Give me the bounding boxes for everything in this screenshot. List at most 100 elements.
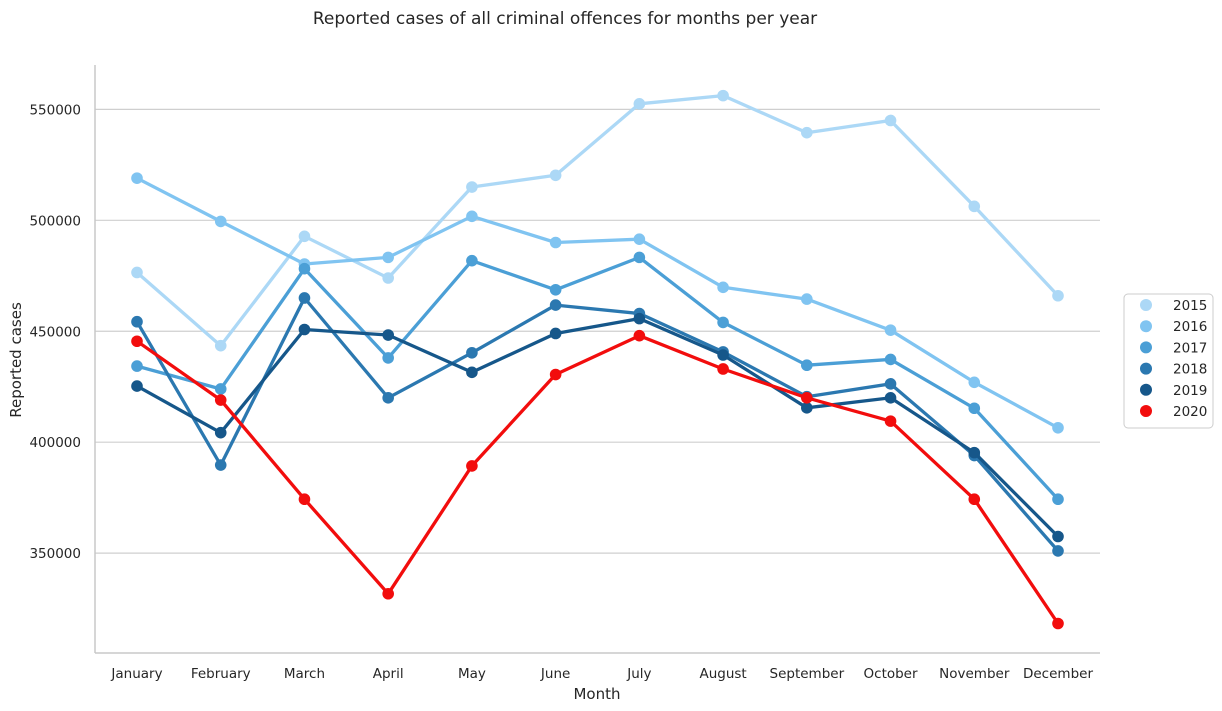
data-point (717, 89, 729, 102)
data-point (549, 368, 562, 381)
chart-title: Reported cases of all criminal offences … (313, 9, 817, 29)
data-point (382, 392, 394, 404)
data-point (633, 329, 646, 342)
data-point (801, 392, 813, 404)
data-point (968, 200, 981, 213)
series-lines (131, 89, 1064, 630)
data-point (466, 210, 478, 223)
data-point (382, 329, 394, 341)
x-tick-label: March (284, 666, 325, 682)
legend-marker (1140, 299, 1152, 311)
data-point (717, 316, 729, 329)
x-tick-label: August (699, 666, 746, 682)
data-point (131, 172, 143, 184)
y-tick-labels: 350000 400000 450000 500000 550000 (29, 102, 81, 562)
data-point (801, 126, 813, 139)
legend-marker (1140, 320, 1152, 333)
data-point (717, 349, 729, 361)
series-line (135, 255, 1060, 501)
y-tick-label: 550000 (29, 102, 81, 118)
legend: 2015 2016 2017 2018 2019 2020 (1123, 293, 1214, 429)
legend-marker (1140, 362, 1152, 375)
data-point (884, 353, 897, 366)
legend-label: 2017 (1173, 340, 1207, 356)
series-line (135, 296, 1060, 553)
y-axis-label: Reported cases (7, 302, 25, 418)
series-line (135, 176, 1060, 430)
data-point (801, 402, 813, 414)
series-2017 (131, 251, 1064, 506)
legend-marker (1140, 405, 1152, 417)
data-point (466, 254, 478, 267)
x-tick-label: May (458, 666, 486, 682)
data-point (382, 272, 394, 284)
data-point (633, 251, 646, 264)
data-point (466, 346, 478, 359)
data-point (549, 299, 562, 311)
x-tick-label: July (626, 666, 651, 682)
data-point (884, 114, 897, 127)
x-tick-label: January (110, 666, 162, 682)
legend-label: 2015 (1173, 298, 1207, 314)
data-point (633, 312, 646, 325)
x-tick-label: February (191, 666, 251, 682)
data-point (1052, 493, 1064, 506)
x-tick-label: October (864, 666, 918, 682)
data-point (298, 292, 311, 304)
data-point (1052, 530, 1064, 543)
data-point (214, 215, 227, 228)
data-point (298, 493, 311, 506)
data-point (298, 262, 311, 275)
grid-lines (95, 108, 1100, 554)
legend-label: 2020 (1173, 404, 1207, 420)
data-point (214, 394, 227, 406)
x-tick-label: September (770, 666, 845, 682)
data-point (131, 360, 143, 372)
data-point (1052, 421, 1064, 434)
data-point (717, 363, 729, 375)
y-tick-label: 500000 (29, 213, 81, 229)
data-point (968, 493, 981, 506)
data-point (382, 251, 394, 264)
legend-label: 2019 (1173, 383, 1207, 399)
legend-label: 2016 (1173, 319, 1207, 335)
series-2019 (131, 312, 1064, 543)
data-point (884, 324, 897, 336)
x-tick-label: November (939, 666, 1010, 682)
series-2015 (131, 89, 1064, 352)
data-point (1052, 617, 1064, 630)
legend-marker (1140, 341, 1152, 354)
data-point (549, 283, 562, 296)
data-point (884, 378, 897, 390)
data-point (214, 383, 227, 395)
series-2020 (131, 329, 1064, 630)
series-line (135, 93, 1060, 348)
data-point (633, 233, 646, 245)
series-2016 (131, 172, 1064, 434)
data-point (633, 98, 646, 110)
legend-items: 2015 2016 2017 2018 2019 2020 (1140, 298, 1207, 420)
data-point (884, 415, 897, 427)
y-tick-label: 450000 (29, 324, 81, 340)
data-point (884, 392, 897, 404)
data-point (801, 359, 813, 372)
data-point (131, 335, 143, 348)
axes (94, 65, 1100, 654)
data-point (382, 352, 394, 364)
x-axis-label: Month (573, 685, 620, 703)
data-point (549, 327, 562, 340)
data-point (466, 181, 478, 193)
x-tick-label: April (373, 666, 404, 682)
data-point (131, 380, 143, 392)
legend-marker (1140, 383, 1152, 396)
series-line (135, 316, 1060, 539)
series-line (135, 334, 1060, 626)
data-point (801, 293, 813, 305)
y-tick-label: 400000 (29, 435, 81, 451)
y-tick-label: 350000 (29, 546, 81, 562)
x-tick-label: June (540, 666, 570, 682)
x-tick-labels: January February March April May June July Augu… (110, 666, 1093, 682)
data-point (1052, 289, 1064, 302)
data-point (131, 315, 143, 328)
data-point (298, 230, 311, 243)
